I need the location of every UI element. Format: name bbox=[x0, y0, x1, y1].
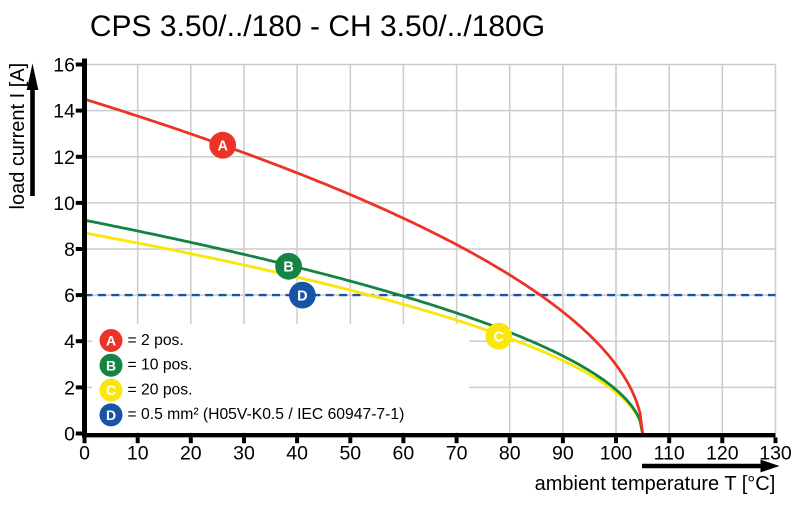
svg-text:8: 8 bbox=[64, 239, 75, 261]
svg-text:50: 50 bbox=[339, 442, 361, 464]
svg-text:100: 100 bbox=[600, 442, 633, 464]
svg-text:= 20 pos.: = 20 pos. bbox=[128, 381, 193, 398]
svg-text:2: 2 bbox=[64, 377, 75, 399]
svg-text:12: 12 bbox=[53, 147, 75, 169]
svg-text:10: 10 bbox=[127, 442, 149, 464]
svg-text:= 10 pos.: = 10 pos. bbox=[128, 357, 193, 374]
svg-text:16: 16 bbox=[53, 55, 75, 77]
svg-text:B: B bbox=[283, 260, 293, 276]
svg-text:B: B bbox=[106, 357, 116, 373]
svg-text:0: 0 bbox=[64, 424, 75, 446]
svg-text:A: A bbox=[106, 333, 116, 349]
svg-text:C: C bbox=[494, 329, 505, 345]
svg-text:90: 90 bbox=[552, 442, 574, 464]
svg-text:= 2 pos.: = 2 pos. bbox=[128, 332, 184, 349]
svg-text:= 0.5 mm² (H05V-K0.5 / IEC 609: = 0.5 mm² (H05V-K0.5 / IEC 60947-7-1) bbox=[128, 406, 405, 423]
svg-text:ambient temperature T [°C]: ambient temperature T [°C] bbox=[535, 473, 776, 495]
svg-text:70: 70 bbox=[446, 442, 468, 464]
svg-text:110: 110 bbox=[654, 442, 685, 464]
svg-text:C: C bbox=[106, 382, 116, 398]
svg-text:10: 10 bbox=[53, 193, 75, 215]
svg-text:80: 80 bbox=[499, 442, 521, 464]
svg-text:120: 120 bbox=[706, 442, 739, 464]
svg-text:0: 0 bbox=[79, 442, 90, 464]
svg-text:20: 20 bbox=[180, 442, 202, 464]
svg-text:D: D bbox=[106, 407, 116, 423]
svg-text:6: 6 bbox=[64, 285, 75, 307]
svg-text:4: 4 bbox=[64, 331, 75, 353]
svg-text:14: 14 bbox=[53, 101, 75, 123]
svg-text:40: 40 bbox=[286, 442, 308, 464]
svg-text:A: A bbox=[217, 138, 228, 154]
svg-text:130: 130 bbox=[759, 442, 792, 464]
svg-text:30: 30 bbox=[233, 442, 255, 464]
svg-text:60: 60 bbox=[393, 442, 415, 464]
svg-text:CPS 3.50/../180 - CH 3.50/../1: CPS 3.50/../180 - CH 3.50/../180G bbox=[90, 10, 545, 43]
svg-text:D: D bbox=[297, 288, 307, 304]
svg-text:load current I [A]: load current I [A] bbox=[7, 63, 29, 210]
